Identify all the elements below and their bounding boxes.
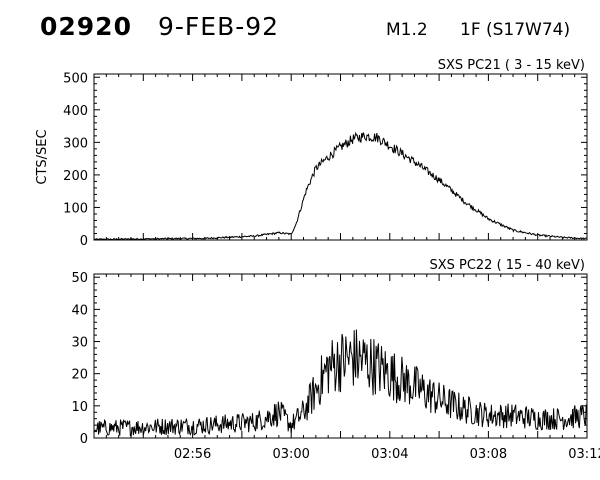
y-tick-label: 400 <box>63 104 88 119</box>
x-tick-label: 03:08 <box>470 447 507 462</box>
y-tick-label: 0 <box>80 234 88 249</box>
y-tick-label: 0 <box>80 432 88 447</box>
panel-1-frame <box>93 73 588 241</box>
panel-1-lightcurve <box>93 131 587 241</box>
x-tick-label: 03:00 <box>272 447 309 462</box>
y-tick-label: 30 <box>71 336 88 351</box>
y-tick-label: 500 <box>63 71 88 86</box>
y-tick-label: 300 <box>63 136 88 151</box>
x-tick-label: 02:56 <box>174 447 211 462</box>
panel-2-lightcurve <box>93 329 588 437</box>
y-tick-label: 100 <box>63 201 88 216</box>
panel-1-title: SXS PC21 ( 3 - 15 keV) <box>438 58 585 73</box>
x-tick-label: 03:12 <box>568 447 600 462</box>
y-axis-label: CTS/SEC <box>35 129 50 184</box>
y-tick-label: 50 <box>71 271 88 286</box>
panel-2-title: SXS PC22 ( 15 - 40 keV) <box>429 258 585 273</box>
x-tick-label: 03:04 <box>371 447 408 462</box>
y-tick-label: 20 <box>71 368 88 383</box>
y-tick-label: 40 <box>71 303 88 318</box>
optical-flare: 1F (S17W74) <box>460 20 571 40</box>
y-tick-label: 200 <box>63 169 88 184</box>
y-tick-label: 10 <box>71 400 88 415</box>
event-id: 02920 <box>40 12 132 41</box>
goes-class: M1.2 <box>386 20 428 40</box>
event-date: 9-FEB-92 <box>158 12 280 41</box>
